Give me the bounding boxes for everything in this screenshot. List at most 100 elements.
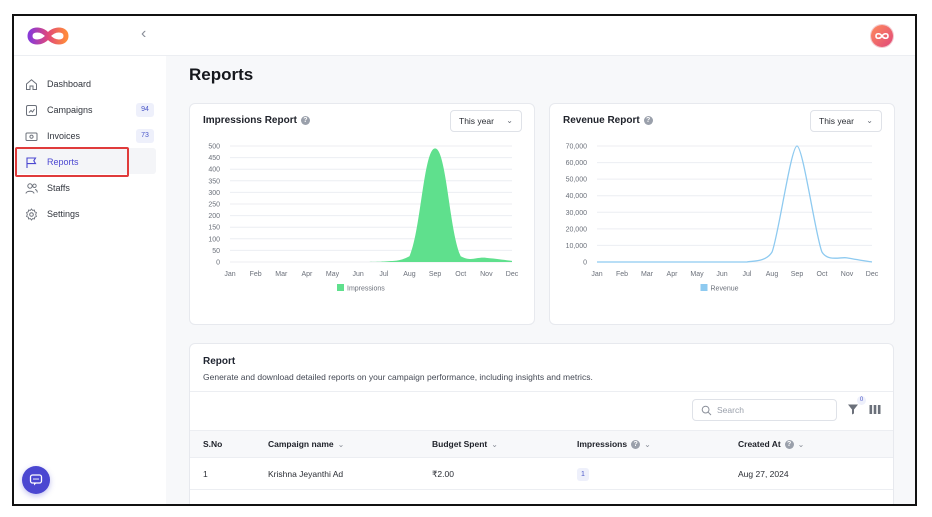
filter-icon[interactable] xyxy=(847,403,859,415)
legend-label: Revenue xyxy=(711,286,739,293)
x-tick-label: Jul xyxy=(743,271,752,278)
revenue-title-text: Revenue Report xyxy=(563,115,640,126)
columns-icon[interactable] xyxy=(869,404,881,415)
help-icon[interactable]: ? xyxy=(643,116,653,125)
y-tick-label: 20,000 xyxy=(566,226,588,233)
invoices-count-badge: 73 xyxy=(136,129,154,143)
x-tick-label: Feb xyxy=(616,271,628,278)
y-tick-label: 60,000 xyxy=(566,160,588,167)
x-tick-label: Aug xyxy=(766,271,779,278)
column-label: Campaign name xyxy=(268,439,334,449)
cell-impressions: 1 xyxy=(577,468,589,481)
help-icon: ? xyxy=(631,439,641,449)
sidebar-item-campaigns[interactable]: Campaigns 94 xyxy=(16,97,156,123)
impressions-period-select[interactable]: This year ⌄ xyxy=(450,110,522,132)
page-title: Reports xyxy=(189,65,254,84)
search-icon xyxy=(701,405,712,416)
gear-icon xyxy=(24,207,38,221)
chat-icon xyxy=(29,474,43,486)
sidebar-item-label: Staffs xyxy=(47,183,70,193)
main-content: Reports Impressions Report ? This year ⌄… xyxy=(166,56,915,506)
report-subtitle: Generate and download detailed reports o… xyxy=(203,372,593,382)
y-tick-label: 150 xyxy=(208,225,220,232)
y-tick-label: 100 xyxy=(208,236,220,243)
report-table-card: Report Generate and download detailed re… xyxy=(189,343,894,506)
column-label: Created At xyxy=(738,439,781,449)
column-header-sno: S.No xyxy=(203,439,222,449)
x-tick-label: Dec xyxy=(506,271,519,278)
y-tick-label: 400 xyxy=(208,167,220,174)
y-tick-label: 40,000 xyxy=(566,193,588,200)
y-tick-label: 200 xyxy=(208,213,220,220)
y-tick-label: 500 xyxy=(208,144,220,151)
column-header-impressions[interactable]: Impressions? ⌄ xyxy=(577,439,651,449)
impressions-card-title: Impressions Report ? xyxy=(203,115,310,126)
y-tick-label: 50,000 xyxy=(566,177,588,184)
sidebar-item-reports[interactable]: Reports xyxy=(16,149,156,175)
search-input[interactable]: Search xyxy=(692,399,837,421)
x-tick-label: Sep xyxy=(429,271,442,278)
impressions-period-value: This year xyxy=(459,116,494,126)
x-tick-label: Jan xyxy=(591,271,602,278)
help-icon: ? xyxy=(784,439,794,449)
x-tick-label: Oct xyxy=(817,271,828,278)
table-row[interactable] xyxy=(190,491,893,506)
sidebar-item-dashboard[interactable]: Dashboard xyxy=(16,71,156,97)
y-tick-label: 10,000 xyxy=(566,243,588,250)
x-tick-label: Nov xyxy=(480,271,493,278)
impressions-chart: 0 50 100 150 200 250 300 350 400 450 500 Jan Feb Mar A… xyxy=(208,144,519,293)
y-tick-label: 0 xyxy=(216,260,220,267)
x-tick-label: Mar xyxy=(641,271,654,278)
cell-created: Aug 27, 2024 xyxy=(738,469,789,479)
column-label: S.No xyxy=(203,439,223,449)
y-tick-label: 30,000 xyxy=(566,210,588,217)
impressions-pill-partial xyxy=(577,504,589,506)
revenue-period-value: This year xyxy=(819,116,854,126)
sidebar: Dashboard Campaigns 94 Invoices 73 Repor… xyxy=(14,56,166,504)
y-tick-label: 350 xyxy=(208,178,220,185)
column-header-campaign[interactable]: Campaign name ⌄ xyxy=(268,439,344,449)
revenue-card-title: Revenue Report ? xyxy=(563,115,653,126)
y-tick-label: 300 xyxy=(208,190,220,197)
sidebar-item-staffs[interactable]: Staffs xyxy=(16,175,156,201)
cell-impressions xyxy=(577,502,589,506)
y-tick-label: 0 xyxy=(583,260,587,267)
sidebar-item-label: Campaigns xyxy=(47,105,93,115)
chat-button[interactable] xyxy=(22,466,50,494)
report-title: Report xyxy=(203,356,236,367)
x-tick-label: Mar xyxy=(275,271,288,278)
chevron-down-icon: ⌄ xyxy=(644,439,651,449)
x-tick-label: May xyxy=(690,271,704,278)
sidebar-item-settings[interactable]: Settings xyxy=(16,201,156,227)
highlight-box xyxy=(15,147,129,177)
column-header-created[interactable]: Created At? ⌄ xyxy=(738,439,804,449)
sidebar-item-label: Dashboard xyxy=(47,79,92,89)
column-label: Impressions xyxy=(577,439,628,449)
users-icon xyxy=(24,181,38,195)
search-placeholder: Search xyxy=(717,405,744,415)
chevron-down-icon: ⌄ xyxy=(797,439,805,449)
collapse-sidebar-icon[interactable]: ‹ xyxy=(141,25,147,42)
chevron-down-icon: ⌄ xyxy=(337,439,345,449)
cell-campaign: Krishna Jeyanthi Ad xyxy=(268,469,344,479)
revenue-chart: 0 10,000 20,000 30,000 40,000 50,000 60,000 70,… xyxy=(566,144,879,293)
legend-swatch xyxy=(337,284,344,291)
revenue-line xyxy=(597,145,873,263)
top-bar: ‹ xyxy=(14,16,915,56)
sidebar-item-label: Settings xyxy=(47,209,80,219)
help-icon[interactable]: ? xyxy=(300,116,310,125)
table-row[interactable]: 1 Krishna Jeyanthi Ad ₹2.00 1 Aug 27, 20… xyxy=(190,458,893,490)
cell-budget: ₹2.00 xyxy=(432,469,454,479)
x-tick-label: Jan xyxy=(224,271,235,278)
column-header-budget[interactable]: Budget Spent ⌄ xyxy=(432,439,498,449)
chevron-down-icon: ⌄ xyxy=(866,116,873,125)
sidebar-item-invoices[interactable]: Invoices 73 xyxy=(16,123,156,149)
legend-swatch xyxy=(700,284,708,291)
revenue-period-select[interactable]: This year ⌄ xyxy=(810,110,882,132)
avatar[interactable] xyxy=(871,25,893,47)
invoice-icon xyxy=(24,129,38,143)
avatar-logo-icon xyxy=(875,32,889,40)
sidebar-item-label: Invoices xyxy=(47,131,81,141)
brand-logo[interactable] xyxy=(24,25,72,47)
y-tick-label: 50 xyxy=(212,248,220,255)
